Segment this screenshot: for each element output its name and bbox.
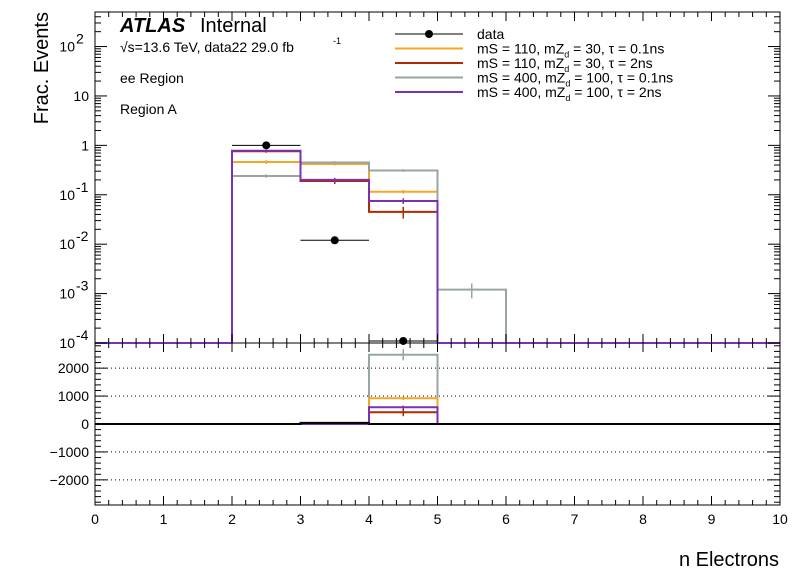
top-plot-area	[95, 141, 780, 345]
legend-label-rest: = 100, τ = 0.1ns	[570, 70, 673, 86]
x-tick-label: 0	[91, 511, 99, 527]
y-tick-base: 10	[73, 88, 89, 104]
legend-label-mS110_tau2: mS = 110, mZd = 30, τ = 2ns	[477, 55, 653, 74]
ratio-y-tick-label: 2000	[58, 360, 89, 376]
x-tick-label: 6	[502, 511, 510, 527]
top-y-tick-label: 10 -2	[59, 228, 88, 252]
x-tick-label: 9	[708, 511, 716, 527]
energy-superscript: -1	[333, 36, 341, 46]
legend-label-mS110_tau01: mS = 110, mZd = 30, τ = 0.1ns	[477, 41, 664, 60]
region-label-ee: ee Region	[120, 70, 184, 86]
top-y-tick-label: 10	[73, 88, 89, 104]
legend-label-mS400_tau01: mS = 400, mZd = 100, τ = 0.1ns	[477, 70, 673, 89]
y-tick-exponent: -3	[76, 278, 89, 294]
ratio-y-tick-label: −2000	[50, 472, 90, 488]
top-y-tick-label: 10 -4	[59, 327, 88, 351]
data-point	[330, 236, 339, 245]
legend-subscript: d	[564, 64, 569, 74]
y-tick-base: 10	[59, 286, 75, 302]
y-tick-base: 10	[59, 39, 75, 55]
region-label-a: Region A	[120, 101, 177, 117]
legend-subscript: d	[564, 50, 569, 60]
y-tick-exponent: -2	[76, 228, 89, 244]
top-y-tick-label: 1	[81, 137, 89, 153]
ratio-plot-area	[95, 349, 780, 481]
ratio-y-tick-label: 0	[81, 416, 89, 432]
x-tick-label: 2	[228, 511, 236, 527]
legend-label-rest: = 30, τ = 2ns	[569, 55, 652, 71]
y-tick-base: 1	[81, 137, 89, 153]
x-tick-label: 4	[365, 511, 373, 527]
atlas-label: ATLAS	[119, 15, 186, 37]
data-point	[399, 336, 408, 345]
y-tick-exponent: -1	[76, 179, 89, 195]
y-axis-title: Frac. Events	[31, 12, 53, 124]
energy-label: √s=13.6 TeV, data22 29.0 fb	[120, 39, 294, 55]
ratio-hist-data	[95, 421, 780, 425]
top-y-tick-label: 10 2	[59, 31, 84, 55]
ratio-hist-mS400_tau2	[95, 406, 780, 425]
top-y-tick-label: 10 -1	[59, 179, 88, 203]
x-tick-label: 5	[434, 511, 442, 527]
top-y-tick-label: 10 -3	[59, 278, 88, 302]
legend-label-rest: = 100, τ = 2ns	[570, 84, 661, 100]
y-tick-base: 10	[59, 187, 75, 203]
legend-subscript: d	[565, 79, 570, 89]
legend-marker	[425, 30, 433, 38]
y-tick-exponent: 2	[76, 31, 84, 47]
ratio-y-tick-label: 1000	[58, 388, 89, 404]
data-point	[262, 141, 271, 150]
ratio-y-tick-label: −1000	[50, 444, 90, 460]
x-tick-label: 8	[639, 511, 647, 527]
y-tick-base: 10	[59, 236, 75, 252]
y-tick-base: 10	[59, 335, 75, 351]
x-tick-label: 10	[772, 511, 788, 527]
y-tick-exponent: -4	[76, 327, 89, 343]
legend-label-data: data	[477, 26, 504, 42]
x-tick-label: 7	[571, 511, 579, 527]
legend-label-rest: = 30, τ = 0.1ns	[569, 41, 664, 57]
x-tick-label: 1	[160, 511, 168, 527]
hist-mS400_tau2	[95, 149, 780, 344]
legend-subscript: d	[565, 93, 570, 103]
x-axis-title: n Electrons	[679, 549, 779, 571]
x-tick-label: 3	[297, 511, 305, 527]
legend-label-mS400_tau2: mS = 400, mZd = 100, τ = 2ns	[477, 84, 661, 103]
internal-label: Internal	[200, 15, 267, 37]
